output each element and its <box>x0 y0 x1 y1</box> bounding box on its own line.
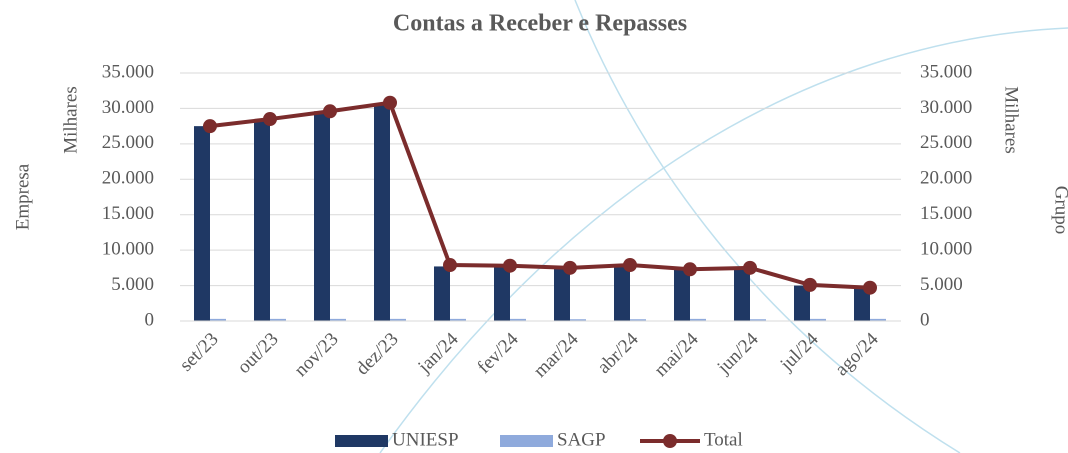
y-tick-label: 5.000 <box>111 274 154 295</box>
line-marker <box>743 260 757 275</box>
line-marker <box>383 95 397 110</box>
y2-axis-label: Milhares <box>1001 86 1022 154</box>
x-tick-label: nov/23 <box>290 329 342 381</box>
bar <box>210 318 226 321</box>
x-tick-label: set/23 <box>176 329 223 376</box>
line-marker <box>503 258 517 273</box>
y-outer-label: Empresa <box>12 163 33 230</box>
background-decoration <box>379 0 1068 453</box>
y2-tick-label: 0 <box>920 309 930 330</box>
legend-marker <box>663 434 677 448</box>
y-tick-label: 10.000 <box>102 239 154 260</box>
line-marker <box>803 277 817 292</box>
x-tick-label: mar/24 <box>530 328 583 381</box>
legend-label: UNIESP <box>392 429 459 450</box>
legend-swatch <box>335 435 388 447</box>
bar <box>870 318 886 321</box>
bar <box>194 126 210 322</box>
x-tick-label: ago/24 <box>831 328 883 380</box>
x-tick-label: jun/24 <box>713 328 763 378</box>
legend-label: SAGP <box>557 429 606 450</box>
line-marker <box>563 260 577 275</box>
bar <box>254 119 270 321</box>
y2-tick-label: 20.000 <box>920 168 972 189</box>
bar <box>450 318 466 321</box>
x-tick-label: mai/24 <box>650 328 703 381</box>
y-tick-label: 15.000 <box>102 203 154 224</box>
y2-outer-label: Grupo <box>1051 186 1068 235</box>
x-tick-label: abr/24 <box>593 328 643 378</box>
bar <box>434 266 450 321</box>
y2-tick-label: 15.000 <box>920 203 972 224</box>
bar <box>690 318 706 321</box>
y-tick-label: 25.000 <box>102 132 154 153</box>
x-tick-label: jan/24 <box>413 328 462 377</box>
line <box>209 100 871 290</box>
bar <box>510 318 526 321</box>
bar <box>390 318 406 321</box>
y-tick-label: 30.000 <box>102 97 154 118</box>
bar <box>750 319 766 321</box>
bar <box>630 319 646 321</box>
bar <box>330 318 346 321</box>
x-tick-label: dez/23 <box>352 329 403 380</box>
bar <box>494 267 510 321</box>
bar <box>854 288 870 321</box>
bar <box>734 267 750 321</box>
y2-tick-label: 30.000 <box>920 97 972 118</box>
x-tick-label: fev/24 <box>473 328 523 378</box>
line-marker <box>263 112 277 127</box>
y2-tick-label: 25.000 <box>920 132 972 153</box>
x-tick-label: jul/24 <box>776 328 823 375</box>
line-marker <box>863 280 877 295</box>
bar <box>674 269 690 321</box>
line-marker <box>443 258 457 273</box>
y2-tick-label: 35.000 <box>920 61 972 82</box>
bar <box>374 104 390 321</box>
y-tick-label: 20.000 <box>102 168 154 189</box>
line-marker <box>683 262 697 277</box>
y2-tick-label: 10.000 <box>920 239 972 260</box>
bar <box>270 318 286 321</box>
bar <box>554 267 570 321</box>
x-tick-label: out/23 <box>233 329 282 378</box>
bar <box>570 319 586 321</box>
bar <box>314 111 330 322</box>
chart-title: Contas a Receber e Repasses <box>393 11 687 37</box>
line-marker <box>203 119 217 134</box>
bar <box>794 285 810 321</box>
bar <box>810 318 826 321</box>
bar <box>614 266 630 321</box>
line-marker <box>323 104 337 119</box>
legend-label: Total <box>704 429 743 450</box>
y2-tick-label: 5.000 <box>920 274 963 295</box>
y-tick-label: 35.000 <box>102 61 154 82</box>
y-axis-label: Milhares <box>60 86 81 154</box>
legend-swatch <box>500 435 553 447</box>
line-marker <box>623 258 637 273</box>
y-tick-label: 0 <box>145 309 155 330</box>
